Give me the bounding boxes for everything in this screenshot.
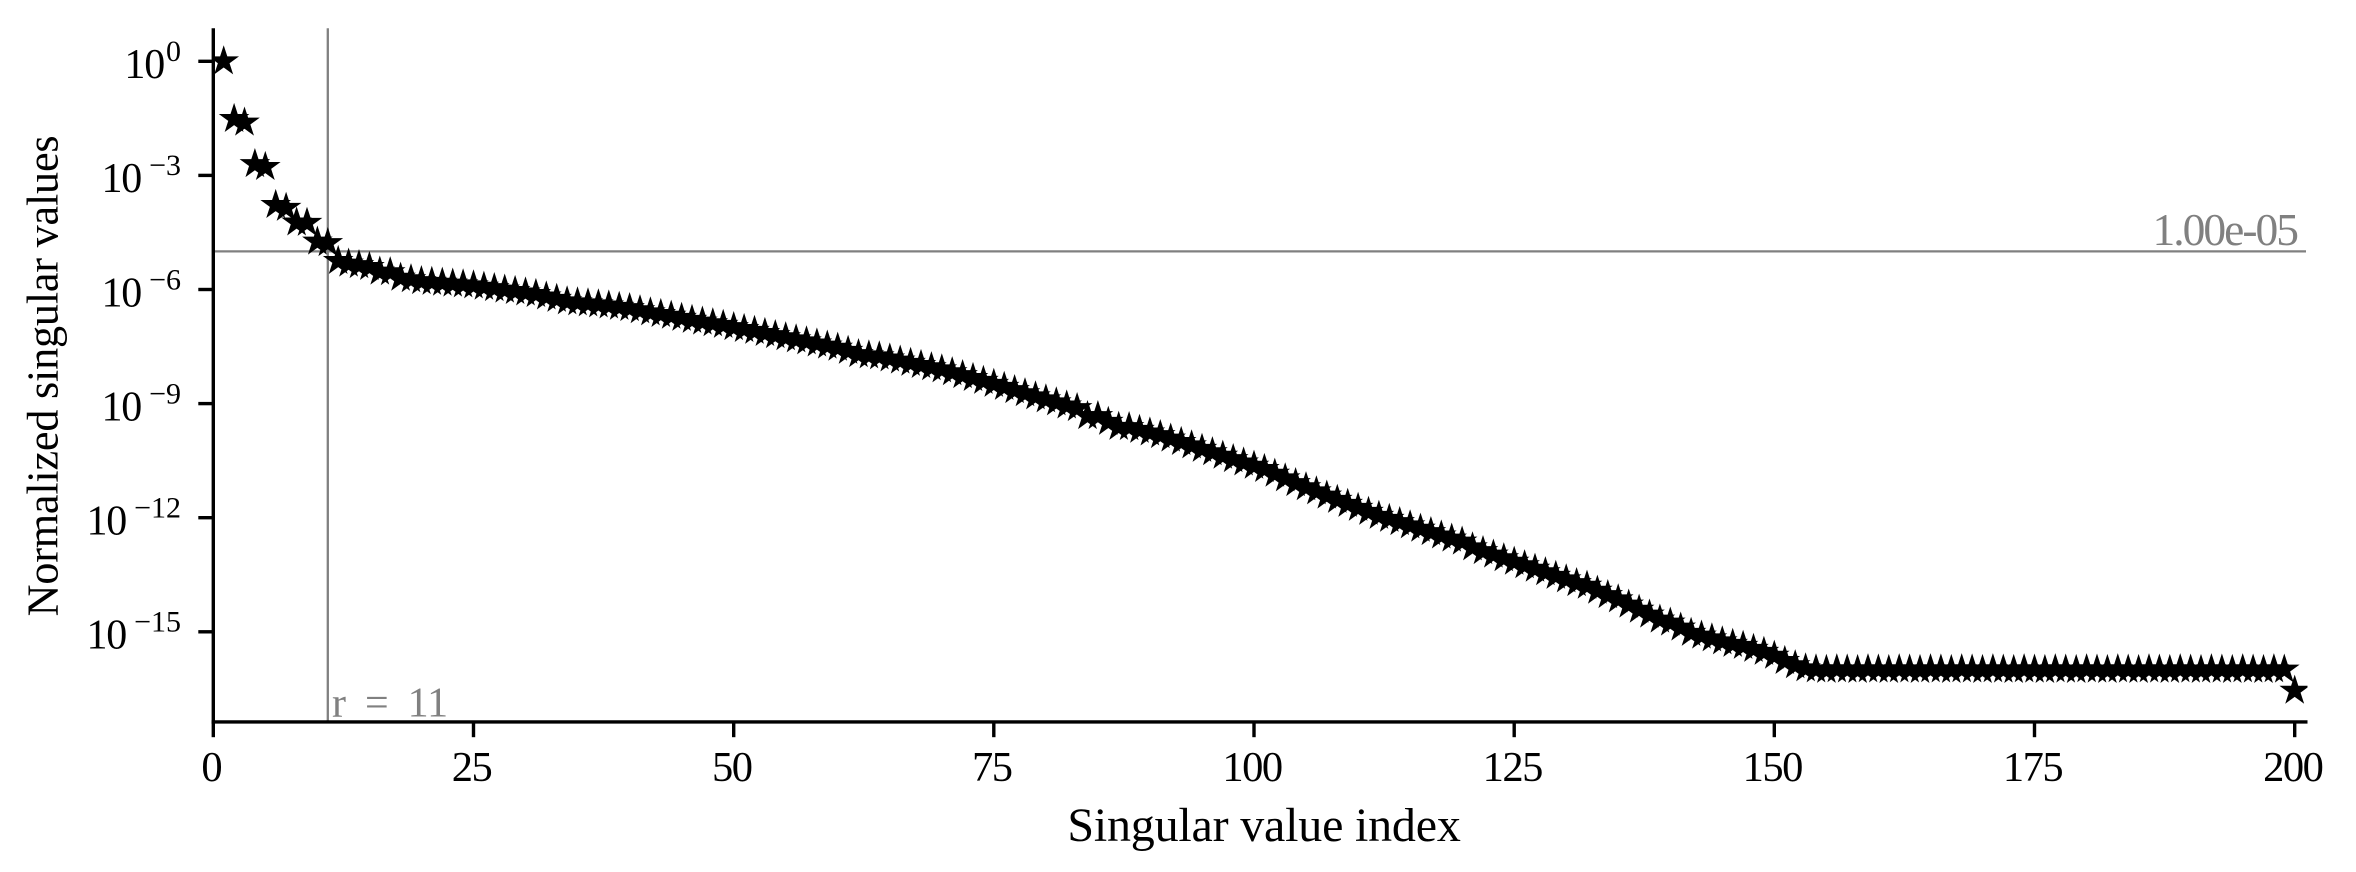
svg-text:0: 0	[201, 744, 221, 791]
svg-text:150: 150	[1743, 744, 1803, 791]
svg-text:10−6: 10 −6	[101, 263, 181, 316]
svg-text:100: 100	[124, 35, 181, 88]
svg-text:Normalized singular values: Normalized singular values	[19, 136, 68, 617]
svg-text:125: 125	[1483, 744, 1543, 791]
svg-text:10−3: 10 −3	[101, 149, 181, 202]
svg-text:175: 175	[2003, 744, 2063, 791]
svg-text:10−15: 10 −15	[86, 606, 181, 659]
svg-text:100: 100	[1222, 744, 1282, 791]
svg-text:75: 75	[972, 744, 1012, 791]
svg-text:25: 25	[452, 744, 492, 791]
svg-text:Singular value index: Singular value index	[1067, 799, 1460, 852]
svg-text:50: 50	[712, 744, 752, 791]
svg-text:200: 200	[2263, 744, 2323, 791]
svg-text:1.00e-05: 1.00e-05	[2153, 204, 2298, 255]
svg-text:10−9: 10 −9	[101, 377, 181, 430]
svg-text:r = 11: r = 11	[332, 681, 448, 727]
svg-text:10−12: 10 −12	[86, 492, 181, 545]
